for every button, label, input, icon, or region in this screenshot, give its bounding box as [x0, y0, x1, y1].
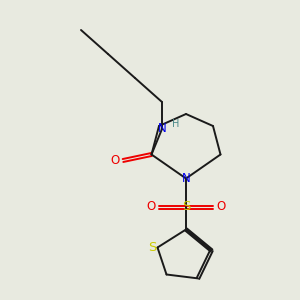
Text: O: O	[146, 200, 155, 214]
Text: N: N	[158, 122, 166, 136]
Text: H: H	[172, 119, 179, 130]
Text: N: N	[182, 172, 190, 185]
Text: S: S	[148, 241, 156, 254]
Text: O: O	[217, 200, 226, 214]
Text: O: O	[110, 154, 119, 167]
Text: S: S	[182, 200, 190, 214]
